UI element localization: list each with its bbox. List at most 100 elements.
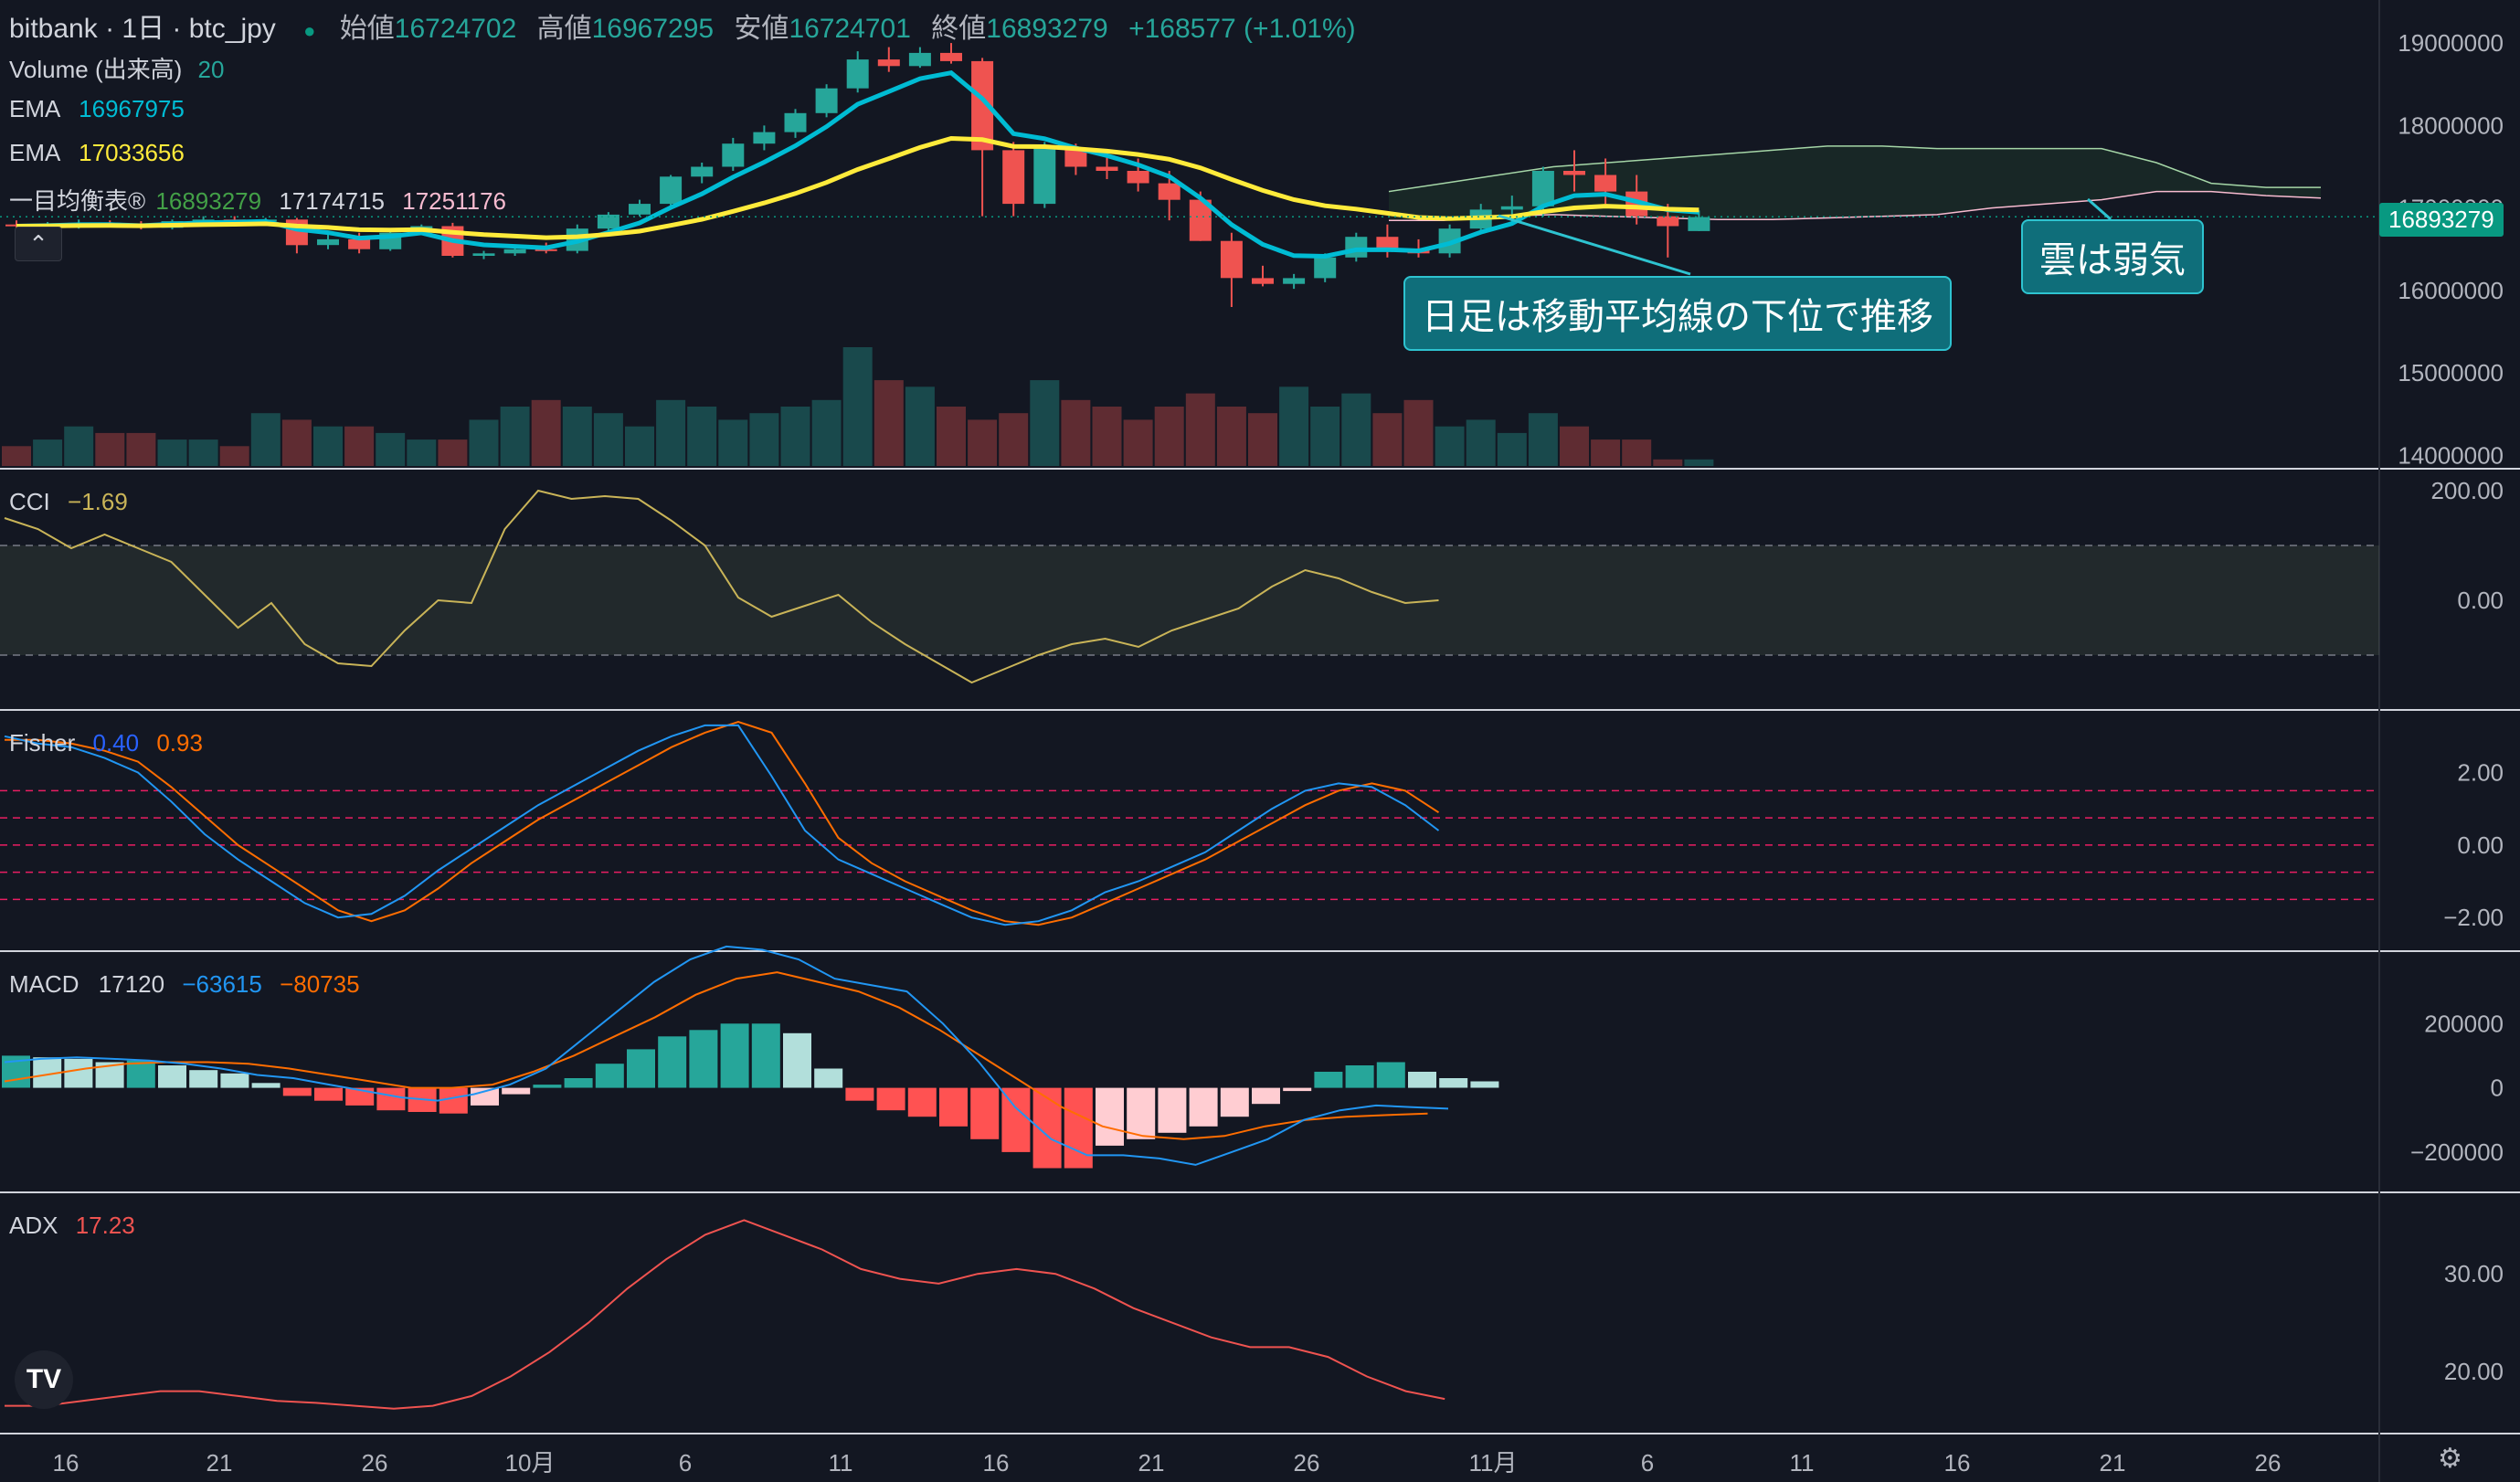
volume-bar — [1528, 413, 1558, 466]
volume-bar — [1591, 439, 1621, 466]
ichimoku-legend-v3: 17251176 — [402, 187, 506, 215]
volume-bar — [1123, 419, 1153, 466]
candle-body — [846, 59, 869, 89]
macd-axis-label: 200000 — [2424, 1010, 2504, 1037]
ichimoku-legend[interactable]: 一目均衡表® 16893279 17174715 17251176 — [9, 183, 506, 217]
candle-body — [317, 238, 339, 246]
ema1-legend-name: EMA — [9, 95, 59, 122]
candle-body — [1127, 171, 1149, 184]
volume-bar — [811, 399, 842, 466]
macd-histogram-bar — [564, 1078, 593, 1088]
x-tick-label: 21 — [2100, 1449, 2126, 1477]
macd-histogram-bar — [1252, 1087, 1280, 1105]
last-price-tag: 16893279 — [2379, 203, 2504, 237]
x-tick-label: 6 — [1641, 1449, 1654, 1477]
macd-histogram-bar — [783, 1032, 811, 1088]
candle-body — [1563, 171, 1585, 175]
candle-body — [1594, 175, 1617, 192]
cci-legend[interactable]: CCI −1.69 — [9, 488, 128, 516]
fisher-legend[interactable]: Fisher 0.40 0.93 — [9, 729, 203, 757]
macd-axis-label: −200000 — [2410, 1138, 2504, 1166]
volume-bar — [188, 439, 218, 466]
macd-histogram-bar — [751, 1023, 780, 1088]
volume-bar — [1435, 426, 1465, 466]
volume-bar — [1560, 426, 1589, 466]
cci-band-fill — [0, 545, 2379, 655]
macd-histogram-bar — [64, 1058, 93, 1088]
macd-legend[interactable]: MACD 17120 −63615 −80735 — [9, 970, 360, 999]
volume-bar — [1030, 380, 1060, 466]
macd-histogram-bar — [282, 1087, 312, 1096]
price-axis-label: 14000000 — [2398, 441, 2504, 469]
callout-cloud-bearish[interactable]: 雲は弱気 — [2021, 219, 2204, 294]
volume-bar — [376, 432, 406, 466]
settings-gear-icon[interactable]: ⚙ — [2438, 1444, 2462, 1474]
volume-bar — [344, 426, 375, 466]
ichimoku-legend-v1: 16893279 — [155, 187, 262, 215]
volume-bar — [1154, 407, 1184, 466]
cci-axis-label: 0.00 — [2457, 587, 2504, 614]
candle-body — [1314, 257, 1337, 279]
candle-body — [1531, 171, 1554, 206]
status-dot-icon: ● — [303, 19, 316, 42]
ema2-legend[interactable]: EMA 17033656 — [9, 139, 185, 167]
volume-bar — [1310, 407, 1340, 466]
adx-line — [5, 1219, 1445, 1410]
macd-histogram-bar — [814, 1068, 843, 1088]
candle-body — [1376, 237, 1399, 249]
volume-legend[interactable]: Volume (出来高) 20 — [9, 51, 224, 85]
volume-bar — [250, 413, 281, 466]
fisher-legend-v2: 0.93 — [156, 729, 203, 757]
macd-histogram-bar — [376, 1087, 406, 1111]
volume-bar — [500, 407, 530, 466]
callout-pointer — [2087, 197, 2112, 221]
adx-legend[interactable]: ADX 17.23 — [9, 1212, 135, 1240]
volume-bar — [905, 386, 935, 466]
macd-histogram-bar — [1189, 1087, 1218, 1127]
volume-bar — [999, 413, 1029, 466]
x-tick-label: 26 — [362, 1449, 388, 1477]
tradingview-logo[interactable]: TV — [15, 1350, 73, 1409]
x-tick-label: 16 — [1944, 1449, 1971, 1477]
macd-histogram-bar — [251, 1083, 281, 1088]
macd-histogram-bar — [876, 1087, 905, 1111]
candle-body — [908, 52, 931, 67]
volume-bar — [531, 399, 561, 466]
macd-histogram-bar — [1314, 1072, 1343, 1088]
ema2-legend-name: EMA — [9, 139, 59, 166]
x-tick-label: 11 — [829, 1449, 853, 1477]
callout-ma-below[interactable]: 日足は移動平均線の下位で推移 — [1403, 276, 1952, 351]
price-axis-label: 16000000 — [2398, 277, 2504, 304]
macd-histogram-bar — [1345, 1065, 1374, 1088]
macd-histogram-bar — [658, 1036, 687, 1088]
candle-body — [1283, 278, 1306, 284]
symbol-title[interactable]: bitbank · 1日 · btc_jpy — [9, 14, 276, 44]
volume-bar — [1185, 393, 1215, 466]
volume-bar — [64, 426, 94, 466]
fisher-line — [4, 724, 1440, 926]
volume-bar — [968, 419, 998, 466]
price-axis-label: 18000000 — [2398, 111, 2504, 139]
macd-histogram-bar — [720, 1023, 749, 1088]
macd-histogram-bar — [1096, 1087, 1124, 1146]
volume-legend-value: 20 — [197, 56, 225, 83]
ema2-legend-value: 17033656 — [79, 139, 185, 166]
ichimoku-legend-v2: 17174715 — [279, 187, 386, 215]
volume-bar — [1403, 399, 1434, 466]
ichimoku-cloud — [1389, 145, 2321, 221]
macd-axis-label: 0 — [2491, 1074, 2504, 1102]
macd-histogram-bar — [533, 1085, 562, 1088]
macd-histogram-bar — [1439, 1078, 1468, 1088]
macd-signal-line — [4, 971, 1428, 1140]
collapse-legend-button[interactable]: ⌃ — [15, 227, 62, 261]
x-tick-label: 26 — [1294, 1449, 1320, 1477]
volume-bar — [1248, 413, 1277, 466]
volume-bar — [313, 426, 343, 466]
volume-bar — [625, 426, 654, 466]
ema-line-fast — [16, 70, 1699, 259]
adx-axis-label: 30.00 — [2444, 1260, 2504, 1287]
ema1-legend[interactable]: EMA 16967975 — [9, 95, 185, 123]
volume-bar — [1622, 439, 1652, 466]
candle-body — [535, 249, 557, 251]
macd-histogram-bar — [1408, 1072, 1436, 1088]
